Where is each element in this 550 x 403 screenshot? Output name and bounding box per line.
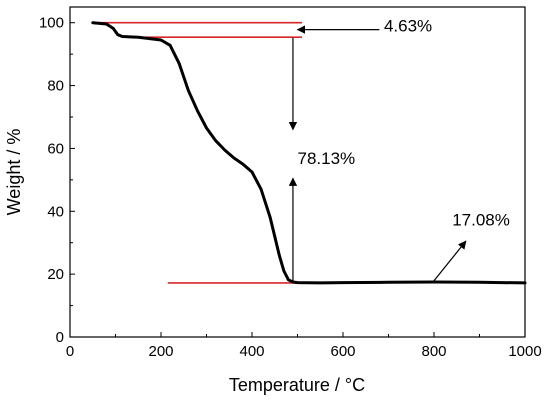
series-layer — [91, 21, 527, 285]
x-tick-label: 1000 — [508, 343, 541, 360]
annotation-arrow — [433, 240, 467, 282]
tick-labels: 0 200 400 600 800 1000 0 20 40 60 80 100 — [39, 15, 542, 360]
weight-curve — [91, 21, 527, 285]
x-tick-label: 200 — [148, 343, 173, 360]
annotation-label: 17.08% — [452, 210, 510, 229]
y-tick-label: 20 — [47, 266, 64, 283]
y-tick-label: 80 — [47, 78, 64, 95]
annotation-label: 78.13% — [298, 149, 356, 168]
y-tick-label: 0 — [56, 329, 64, 346]
y-tick-label: 40 — [47, 203, 64, 220]
y-tick-label: 60 — [47, 140, 64, 157]
x-tick-label: 600 — [330, 343, 355, 360]
reference-lines — [97, 21, 325, 284]
annotation-label: 4.63% — [384, 17, 432, 36]
x-tick-label: 0 — [66, 343, 74, 360]
annotations: 4.63% 78.13% 17.08% — [288, 17, 510, 282]
x-axis-title: Temperature / °C — [229, 375, 365, 395]
plot-frame — [69, 6, 526, 338]
x-tick-label: 400 — [239, 343, 264, 360]
y-axis-title: Weight / % — [4, 129, 24, 216]
x-tick-label: 800 — [421, 343, 446, 360]
y-tick-label: 100 — [39, 15, 64, 32]
axis-ticks — [69, 22, 526, 338]
